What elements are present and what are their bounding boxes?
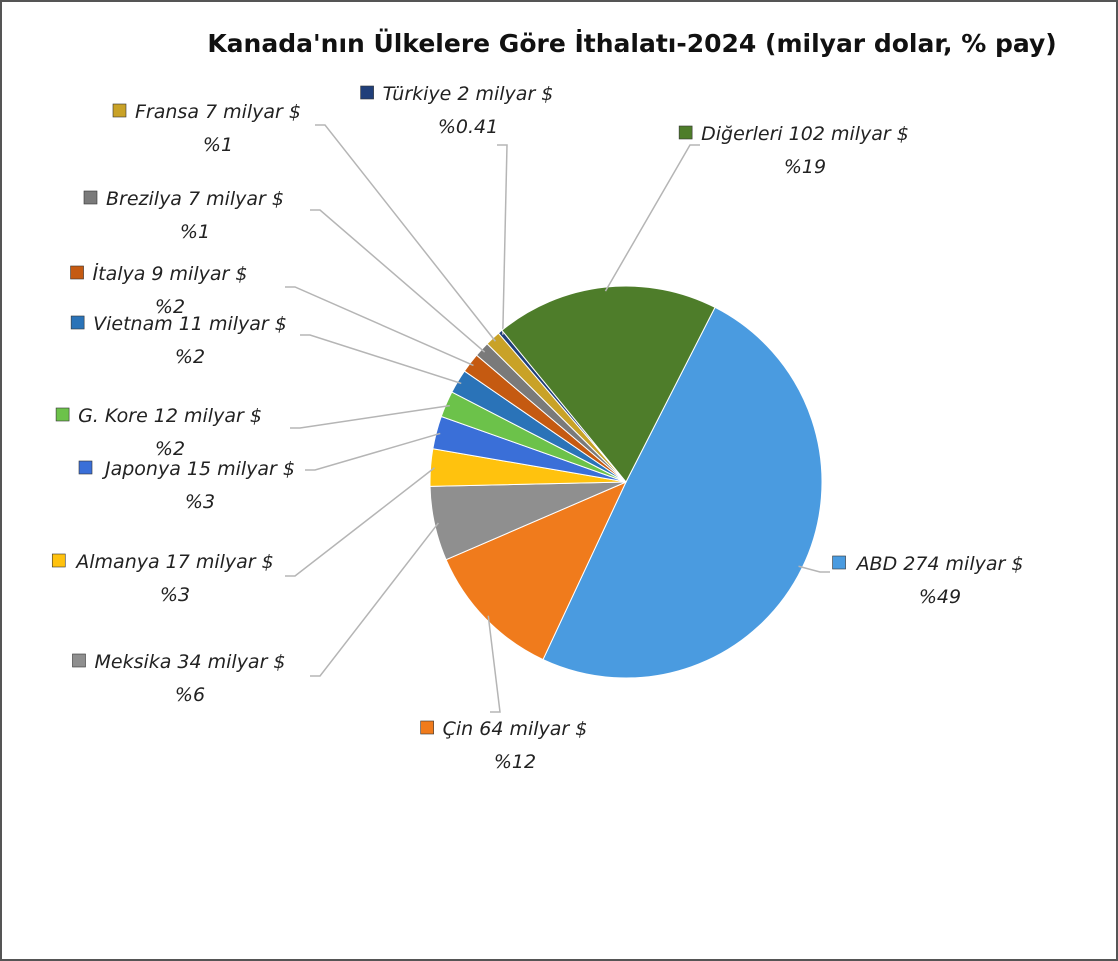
category-label: Diğerleri [701, 123, 783, 145]
share-label: %2 [175, 346, 205, 368]
chart-title: Kanada'nın Ülkelere Göre İthalatı-2024 (… [207, 28, 1056, 58]
value-label: 12 milyar $ [154, 405, 262, 427]
pie-slice [501, 285, 716, 483]
value-label: 274 milyar $ [903, 553, 1023, 575]
leader-line [487, 615, 501, 713]
category-label: Brezilya [106, 188, 182, 210]
leader-line [285, 286, 474, 367]
leader-line [300, 334, 462, 385]
category-label: Çin [443, 718, 474, 740]
leader-line [497, 144, 508, 335]
share-label: %49 [919, 586, 961, 608]
value-label: 9 milyar $ [151, 263, 247, 285]
share-label: %2 [155, 438, 185, 460]
leader-line [604, 144, 700, 292]
value-label: 34 milyar $ [177, 651, 285, 673]
data-label: Fransa 7 milyar $ [135, 101, 301, 123]
share-label: %1 [203, 134, 233, 156]
share-label: %6 [175, 684, 205, 706]
share-label: %1 [180, 221, 210, 243]
category-label: G. Kore [78, 405, 148, 427]
data-label: Almanya 17 milyar $ [74, 551, 273, 573]
legend-marker [420, 720, 434, 735]
leader-line [305, 432, 441, 471]
value-label: 2 milyar $ [457, 83, 553, 105]
pie-slice [445, 481, 628, 661]
legend-marker [78, 460, 93, 475]
legend-marker [72, 653, 86, 668]
legend-marker [70, 265, 84, 280]
share-label: %2 [155, 296, 185, 318]
share-label: %3 [160, 584, 190, 606]
value-label: 11 milyar $ [179, 313, 287, 335]
category-label: Fransa [135, 101, 199, 123]
category-label: Vietnam [93, 313, 173, 335]
value-label: 102 milyar $ [789, 123, 909, 145]
leader-line [315, 124, 496, 342]
share-label: %0.41 [438, 116, 498, 138]
leader-line [285, 467, 435, 577]
legend-marker [112, 103, 127, 118]
category-label: Meksika [94, 651, 171, 673]
legend-marker [678, 125, 693, 140]
data-label: Çin 64 milyar $ [443, 718, 588, 740]
legend-marker [70, 315, 85, 330]
data-label: Diğerleri 102 milyar $ [701, 123, 909, 145]
share-label: %3 [185, 491, 215, 513]
data-label: Brezilya 7 milyar $ [106, 188, 284, 210]
data-label: G. Kore 12 milyar $ [78, 405, 262, 427]
share-label: %19 [784, 156, 826, 178]
value-label: 15 milyar $ [187, 458, 295, 480]
category-label: İtalya [93, 262, 146, 285]
leader-line [310, 209, 486, 353]
leader-line [310, 522, 440, 677]
data-label: Türkiye 2 milyar $ [383, 83, 554, 105]
value-label: 7 milyar $ [188, 188, 284, 210]
legend-marker [55, 407, 70, 422]
legend-marker [832, 555, 846, 570]
value-label: 64 milyar $ [479, 718, 587, 740]
data-label: İtalya 9 milyar $ [93, 262, 248, 285]
legend-marker [360, 85, 374, 100]
legend-marker [83, 190, 98, 205]
data-label: Meksika 34 milyar $ [94, 651, 285, 673]
leader-line [290, 404, 450, 429]
value-label: 7 milyar $ [205, 101, 301, 123]
category-label: Japonya [101, 458, 181, 480]
data-label: Japonya 15 milyar $ [101, 458, 295, 480]
share-label: %12 [494, 751, 536, 773]
category-label: Almanya [74, 551, 159, 573]
category-label: ABD [855, 553, 898, 575]
category-label: Türkiye [383, 83, 452, 105]
data-label: Vietnam 11 milyar $ [93, 313, 287, 335]
data-label: ABD 274 milyar $ [855, 553, 1024, 575]
legend-marker [51, 553, 66, 568]
leader-line [798, 565, 830, 573]
value-label: 17 milyar $ [166, 551, 274, 573]
